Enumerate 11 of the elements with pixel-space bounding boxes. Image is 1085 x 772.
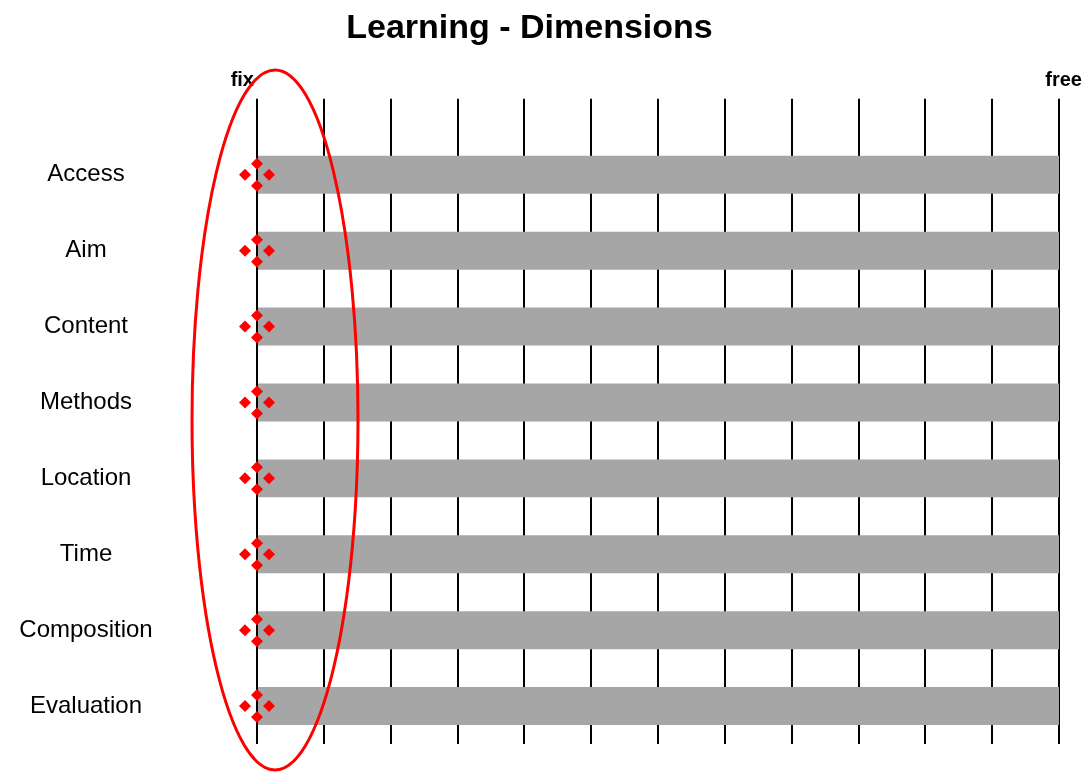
text: free [1045,68,1082,91]
y-tick-label: Methods [39,387,133,415]
y-tick-label: Composition [19,614,153,642]
text: fix [230,68,254,91]
y-tick-label: Time [59,538,113,566]
y-tick-label: Aim [65,235,107,263]
y-tick-label: Evaluation [29,690,143,718]
y-tick-label: Location [40,462,132,490]
y-tick-label: Access [47,159,125,187]
y-tick-label: Content [43,311,129,339]
chart-title: Learning - Dimensions [346,6,713,45]
